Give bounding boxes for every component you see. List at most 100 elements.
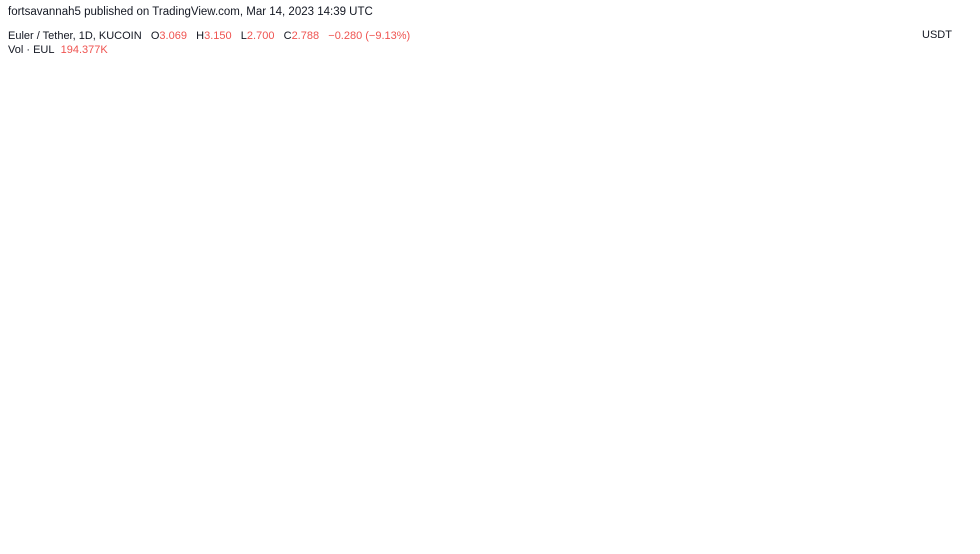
volume-bar <box>534 495 540 497</box>
candle-body <box>425 396 431 408</box>
volume-bar <box>526 495 532 497</box>
volume-bar <box>758 494 764 497</box>
candle-body <box>345 414 351 416</box>
x-tick-label: Dec <box>165 509 185 521</box>
y-tick-label: 4.000 <box>922 394 950 406</box>
volume-bar <box>106 495 112 497</box>
y-tick-label: 10.000 <box>922 172 956 184</box>
y-tick-label: 13.000 <box>922 61 956 73</box>
candle-body <box>505 337 511 339</box>
candle-body <box>845 434 851 445</box>
candle-body <box>707 266 713 278</box>
candle-body <box>128 400 134 402</box>
change-value: −0.280 (−9.13%) <box>328 30 411 42</box>
volume-bar <box>135 494 141 497</box>
volume-bar <box>649 495 655 497</box>
candle-body <box>150 381 156 386</box>
volume-bar <box>374 495 380 497</box>
volume-bar <box>765 494 771 497</box>
volume-bar <box>635 495 641 497</box>
volume-bar <box>751 494 757 497</box>
candle-body <box>367 411 373 419</box>
candle-body <box>693 303 699 308</box>
candle-body <box>468 381 474 397</box>
candle-body <box>512 337 518 364</box>
candle-body <box>613 252 619 282</box>
logo-mark <box>17 535 23 541</box>
event-icon <box>852 484 866 498</box>
volume-bar <box>592 493 598 497</box>
x-tick-label: 16 <box>451 509 463 521</box>
candle-body <box>121 388 127 401</box>
volume-bar <box>563 489 569 497</box>
candle-body <box>534 348 540 356</box>
candle-body <box>251 385 257 393</box>
volume-bar <box>548 495 554 497</box>
logo-mark <box>8 535 16 544</box>
volume-bar <box>345 495 351 497</box>
volume-bar <box>432 494 438 497</box>
candle-body <box>106 366 112 371</box>
candle-body <box>621 281 627 286</box>
volume-bar <box>411 495 417 497</box>
volume-bar <box>389 495 395 497</box>
candle-body <box>382 414 388 419</box>
candle-body <box>831 318 837 327</box>
candle-body <box>396 422 402 424</box>
ohlc-value: 3.069 <box>159 30 187 42</box>
volume-bar <box>780 495 786 497</box>
y-tick-label: 5.000 <box>922 357 950 369</box>
candle-body <box>172 363 178 371</box>
volume-bar <box>831 490 837 497</box>
volume-bar <box>99 495 105 497</box>
volume-bar <box>48 493 54 497</box>
candle-body <box>27 235 33 241</box>
candle-body <box>273 396 279 408</box>
volume-bar <box>664 494 670 497</box>
x-tick-label: 14 <box>82 509 94 521</box>
candle-body <box>157 363 163 382</box>
volume-bar <box>150 495 156 497</box>
volume-bar <box>396 495 402 497</box>
volume-bar <box>838 446 844 497</box>
candle-body <box>244 385 250 389</box>
volume-bar <box>12 491 18 497</box>
volume-bar <box>555 494 561 497</box>
candle-body <box>389 418 395 423</box>
candle-body <box>736 233 742 293</box>
volume-bar <box>700 494 706 497</box>
candle-body <box>686 307 692 312</box>
candle-body <box>671 303 677 308</box>
candle-body <box>584 326 590 328</box>
volume-bar <box>128 495 134 497</box>
volume-bar <box>809 494 815 497</box>
ohlc-key: C <box>283 30 292 42</box>
volume-value: 194.377K <box>60 44 108 56</box>
candle-body <box>439 385 445 393</box>
volume-bar <box>403 495 409 497</box>
x-tick-label: 13 <box>639 509 651 521</box>
volume-bar <box>418 495 424 497</box>
volume-bar <box>693 495 699 497</box>
ohlc-key: L <box>240 30 247 42</box>
volume-bar <box>671 495 677 497</box>
volume-bar <box>686 495 692 497</box>
candle-body <box>280 407 286 409</box>
candle-body <box>179 337 185 364</box>
volume-bar <box>164 495 170 497</box>
volume-bar <box>744 492 750 497</box>
candle-body <box>201 326 207 349</box>
ohlc-value: 2.788 <box>291 30 320 42</box>
volume-bar <box>541 495 547 497</box>
candle-body <box>338 403 344 415</box>
x-tick-label: Feb <box>549 509 568 521</box>
volume-bar <box>707 494 713 497</box>
y-tick-label: 7.000 <box>922 283 950 295</box>
candle-body <box>34 235 40 243</box>
candle-body <box>476 392 482 397</box>
candle-body <box>143 377 149 386</box>
x-tick-label: 12 <box>248 509 260 521</box>
candle-body <box>5 257 11 262</box>
volume-bar <box>316 495 322 497</box>
ohlc-value: 2.700 <box>246 30 275 42</box>
